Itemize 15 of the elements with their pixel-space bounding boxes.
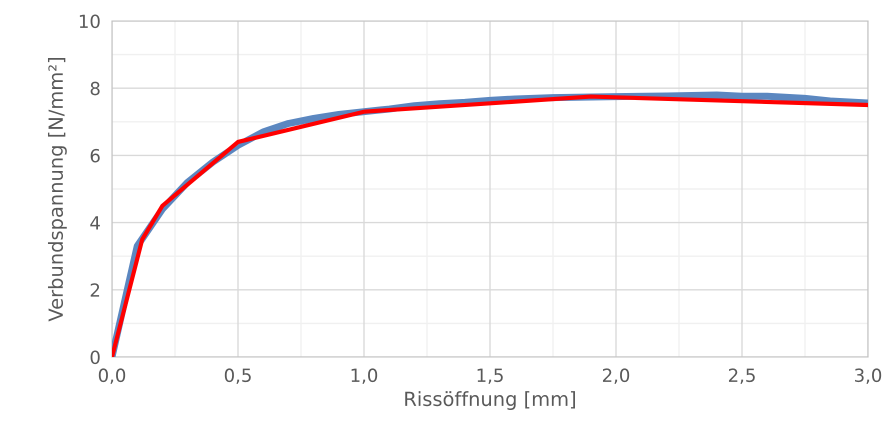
y-tick-label: 4: [90, 216, 100, 230]
y-tick-label: 0: [90, 350, 100, 364]
x-tick-label: 3,0: [855, 368, 882, 384]
y-tick-label: 2: [90, 283, 100, 297]
x-tick-label: 1,0: [352, 368, 378, 384]
y-tick-label: 6: [90, 148, 100, 163]
x-tick-label: 2,0: [602, 368, 630, 384]
x-tick-label: 2,5: [728, 368, 755, 384]
x-tick-label: 0,0: [98, 368, 126, 384]
x-tick-label: 0,5: [224, 368, 251, 384]
y-tick-label: 10: [80, 14, 100, 28]
x-axis-title: Rissöffnung [mm]: [405, 391, 575, 410]
y-tick-label: 8: [90, 82, 100, 96]
x-tick-label: 1,5: [478, 368, 503, 384]
y-axis-title: Verbundspannung [N/mm²]: [48, 58, 67, 322]
